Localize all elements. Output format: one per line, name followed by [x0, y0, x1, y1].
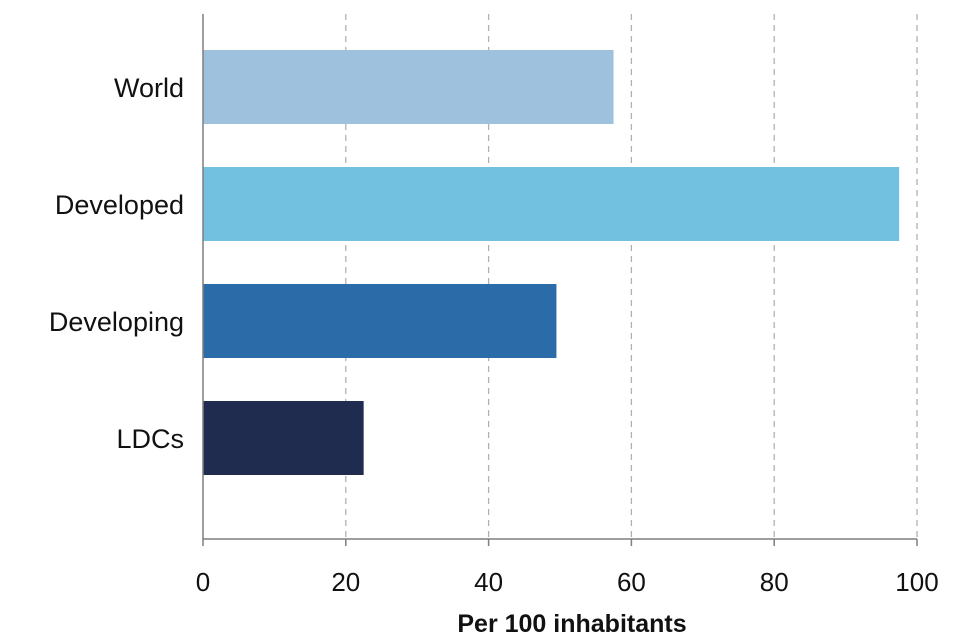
category-label-world: World: [114, 73, 184, 103]
x-tick-label-0: 0: [196, 567, 210, 597]
x-tick-labels: 0 20 40 60 80 100: [196, 539, 939, 597]
x-tick-label-100: 100: [895, 567, 938, 597]
x-tick-label-40: 40: [474, 567, 503, 597]
x-tick-label-20: 20: [331, 567, 360, 597]
x-tick-label-60: 60: [617, 567, 646, 597]
category-labels: World Developed Developing LDCs: [49, 73, 184, 454]
category-label-developed: Developed: [55, 190, 184, 220]
x-axis-title: Per 100 inhabitants: [457, 610, 686, 638]
category-label-ldcs: LDCs: [116, 424, 184, 454]
bar-developing: [203, 284, 557, 358]
bar-world: [203, 50, 614, 124]
bar-ldcs: [203, 401, 364, 475]
axes: [202, 14, 917, 540]
bars: [203, 50, 900, 475]
bar-developed: [203, 167, 900, 241]
category-label-developing: Developing: [49, 307, 184, 337]
x-tick-label-80: 80: [760, 567, 789, 597]
